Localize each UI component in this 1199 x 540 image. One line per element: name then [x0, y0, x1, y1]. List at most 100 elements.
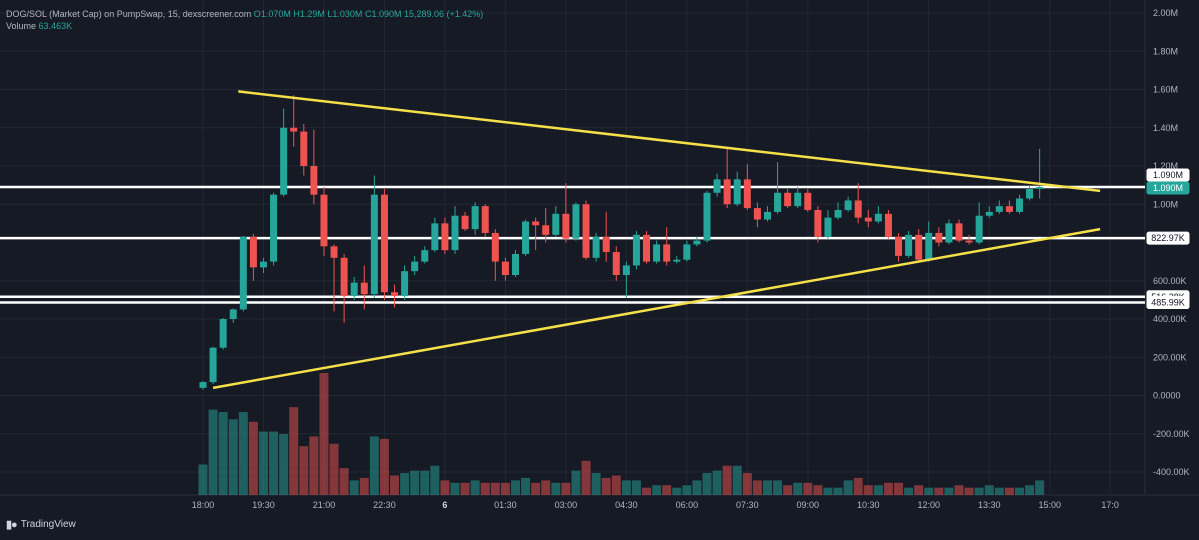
volume-bar [793, 482, 803, 495]
volume-bar [551, 482, 561, 495]
volume-bar [541, 480, 551, 495]
candle-body [370, 194, 378, 295]
price-level-label: 822.97K [1151, 233, 1185, 243]
x-axis-tick-label: 6 [442, 500, 447, 510]
volume-bar [742, 473, 752, 495]
x-axis-tick-label: 07:30 [736, 500, 759, 510]
volume-bar [662, 485, 672, 495]
volume-bar [813, 485, 823, 495]
volume-bar [238, 412, 248, 495]
y-axis-tick-label: 2.00M [1153, 8, 1178, 18]
candle-body [884, 213, 892, 237]
y-axis-tick-label: -400.00K [1153, 467, 1190, 477]
volume-bar [1014, 487, 1024, 495]
x-axis-tick-label: 18:00 [192, 500, 215, 510]
volume-bar [349, 480, 359, 495]
tradingview-logo-icon: ▮● [6, 519, 18, 531]
x-axis-tick-label: 10:30 [857, 500, 880, 510]
candle-body [249, 236, 257, 268]
volume-bar [309, 436, 319, 495]
candle-body [471, 206, 479, 230]
volume-bar [228, 419, 238, 495]
volume-bar [752, 480, 762, 495]
y-axis-tick-label: 200.00K [1153, 352, 1187, 362]
legend-price-row: DOG/SOL (Market Cap) on PumpSwap, 15, de… [6, 8, 483, 20]
volume-bar [692, 480, 702, 495]
price-level-label-bg [1146, 231, 1190, 245]
brand-name: TradingView [20, 519, 76, 530]
candle-body [854, 200, 862, 218]
x-axis-tick-label: 09:00 [797, 500, 820, 510]
volume-value: 63.463K [38, 21, 73, 31]
x-axis-tick-label: 21:00 [313, 500, 336, 510]
candle-body [330, 246, 338, 258]
candle-body [653, 244, 661, 262]
chart-legend: DOG/SOL (Market Cap) on PumpSwap, 15, de… [6, 8, 483, 32]
volume-bar [561, 482, 571, 495]
candle-body [350, 282, 358, 297]
candle-body [481, 206, 489, 233]
volume-bar [420, 470, 430, 495]
y-axis-tick-label: 600.00K [1153, 276, 1187, 286]
change-value: 15,289.06 (+1.42%) [404, 9, 484, 19]
x-axis-tick-label: 03:00 [555, 500, 578, 510]
y-axis-tick-label: 1.80M [1153, 46, 1178, 56]
volume-bar [440, 480, 450, 495]
tradingview-brand[interactable]: ▮● TradingView [6, 518, 76, 531]
candle-body [774, 192, 782, 212]
volume-bar [974, 487, 984, 495]
candle-body [743, 179, 751, 209]
candle-body [501, 261, 509, 276]
volume-bar [672, 487, 682, 495]
volume-bar [682, 485, 692, 495]
volume-bar [470, 480, 480, 495]
candle-body [320, 194, 328, 247]
candle-body [300, 131, 308, 166]
x-axis-tick-label: 13:30 [978, 500, 1001, 510]
candle-body [401, 271, 409, 297]
x-axis-tick-label: 15:00 [1038, 500, 1061, 510]
close-value: 1.090M [371, 9, 402, 19]
price-level-label: 485.99K [1151, 298, 1185, 308]
volume-bar [642, 487, 652, 495]
volume-bar [984, 485, 994, 495]
volume-bar [631, 480, 641, 495]
candle-body [582, 204, 590, 258]
candle-body [511, 253, 519, 276]
volume-bar [269, 431, 279, 495]
volume-bar [299, 446, 309, 495]
volume-bar [400, 473, 410, 495]
x-axis-tick-label: 17:0 [1101, 500, 1119, 510]
volume-bar [369, 436, 379, 495]
volume-bar [248, 421, 258, 495]
candle-body [612, 252, 620, 276]
candle-body [643, 234, 651, 262]
candle-body [592, 236, 600, 258]
volume-bar [571, 470, 581, 495]
volume-bar [722, 465, 732, 495]
low-label: L [327, 9, 333, 19]
candle-body [925, 232, 933, 260]
volume-bar [894, 482, 904, 495]
close-label: C [364, 9, 372, 19]
volume-bar [853, 477, 863, 495]
price-level-label-bg [1146, 168, 1190, 182]
candle-body [360, 282, 368, 295]
x-axis-tick-label: 06:00 [676, 500, 699, 510]
volume-bar [873, 485, 883, 495]
x-axis-tick-label: 01:30 [494, 500, 517, 510]
candle-body [431, 223, 439, 251]
candle-body [935, 232, 943, 243]
open-value: 1.070M [260, 9, 291, 19]
candle-body [532, 221, 540, 226]
candle-body [713, 179, 721, 193]
high-value: 1.29M [299, 9, 325, 19]
candle-body [955, 223, 963, 241]
volume-bar [833, 487, 843, 495]
volume-bar [732, 465, 742, 495]
candle-body [461, 215, 469, 230]
candle-body [199, 382, 207, 388]
price-level-label: 1.090M [1153, 170, 1183, 180]
